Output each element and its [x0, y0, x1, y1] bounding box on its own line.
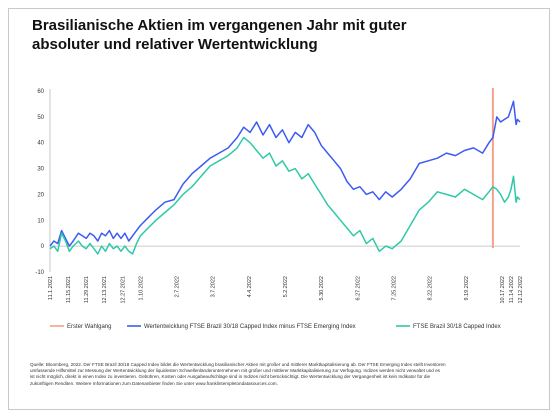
x-tick-label: 12.27.2021	[120, 276, 126, 304]
y-tick-label: 40	[37, 141, 44, 147]
y-tick-label: 20	[37, 192, 44, 198]
y-tick-label: 50	[37, 115, 44, 121]
source-note-line-1: Quelle: Bloomberg, 2022. Der FTSE Brazil…	[30, 362, 446, 367]
x-tick-label: 8.22.2022	[428, 276, 434, 300]
x-tick-label: 11.15.2021	[66, 276, 72, 303]
y-tick-label: 30	[37, 167, 44, 173]
series-line-relative	[49, 100, 521, 247]
x-tick-label: 9.19.2022	[464, 276, 470, 300]
source-note: Quelle: Bloomberg, 2022. Der FTSE Brazil…	[30, 362, 535, 387]
x-tick-label: 11.29.2021	[84, 276, 90, 303]
y-tick-label: 0	[41, 244, 45, 250]
x-tick-label: 12.13.2021	[102, 276, 108, 304]
y-tick-label: 60	[37, 89, 44, 95]
chart-title-line-2: absoluter und relativer Wertentwicklung	[32, 36, 318, 53]
x-tick-label: 12.12.2022	[518, 276, 524, 304]
x-tick-label: 5.2.2022	[283, 276, 289, 297]
figure-frame	[8, 8, 550, 410]
y-tick-label: 10	[37, 218, 44, 224]
legend-brazil-label: FTSE Brazil 30/18 Capped Index	[413, 324, 501, 330]
legend-annotation-label: Erster Wahlgang	[67, 324, 111, 330]
x-tick-label: 10.17.2022	[500, 276, 506, 304]
chart-title: Brasilianische Aktien im vergangenen Jah…	[32, 16, 532, 54]
chart-title-line-1: Brasilianische Aktien im vergangenen Jah…	[32, 17, 407, 34]
x-tick-label: 7.25.2022	[391, 276, 397, 300]
x-tick-label: 2.7.2022	[175, 276, 181, 297]
x-tick-label: 11.1.2021	[48, 276, 54, 300]
series-line-brazil	[49, 136, 521, 255]
line-chart: -10 0 10 20 30 40 50 60 11.1.2021 11.15.2021 11.29…	[35, 88, 524, 330]
source-note-line-3: ist nicht möglich, direkt in einen Index…	[30, 374, 431, 380]
source-note-line-4: zukünftigen Renditen. Weitere Informatio…	[30, 380, 278, 386]
x-tick-label: 11.14.2022	[509, 276, 515, 303]
legend-relative-label: Wertentwicklung FTSE Brazil 30/18 Capped…	[144, 324, 356, 330]
x-tick-label: 1.10.2022	[138, 276, 144, 300]
x-tick-label: 4.4.2022	[247, 276, 253, 297]
source-note-line-2: umfassende Hilfsmittel zur Messung der W…	[30, 368, 440, 374]
x-tick-label: 5.30.2022	[319, 276, 325, 300]
y-tick-label: -10	[35, 270, 44, 276]
x-tick-label: 3.7.2022	[211, 276, 217, 297]
x-tick-label: 6.27.2022	[355, 276, 361, 300]
